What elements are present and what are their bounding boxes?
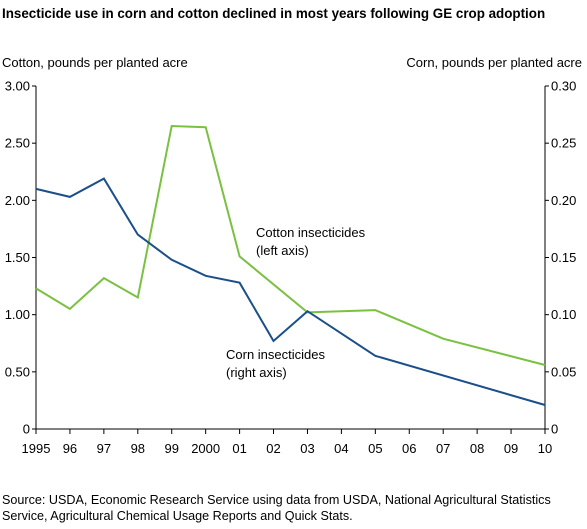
x-tick-label: 10 [538, 441, 552, 456]
left-axis-title: Cotton, pounds per planted acre [2, 55, 188, 70]
x-tick-label: 98 [131, 441, 145, 456]
right-tick-label: 0.15 [551, 250, 576, 265]
x-tick-label: 97 [97, 441, 111, 456]
right-tick-label: 0.30 [551, 79, 576, 94]
source-note: Source: USDA, Economic Research Service … [2, 493, 551, 523]
left-tick-label: 0.50 [5, 364, 30, 379]
x-tick-label: 1995 [22, 441, 51, 456]
right-tick-label: 0.20 [551, 193, 576, 208]
x-tick-label: 08 [470, 441, 484, 456]
left-tick-label: 2.00 [5, 193, 30, 208]
right-tick-label: 0.25 [551, 136, 576, 151]
left-tick-label: 1.50 [5, 250, 30, 265]
right-tick-label: 0 [551, 422, 558, 437]
chart-title: Insecticide use in corn and cotton decli… [2, 6, 546, 21]
x-tick-label: 01 [232, 441, 246, 456]
x-tick-label: 03 [300, 441, 314, 456]
x-tick-label: 04 [334, 441, 348, 456]
left-tick-label: 2.50 [5, 136, 30, 151]
x-tick-label: 09 [504, 441, 518, 456]
right-tick-label: 0.05 [551, 364, 576, 379]
cotton-annotation-line-2: (left axis) [256, 243, 309, 258]
x-tick-label: 06 [402, 441, 416, 456]
x-tick-label: 2000 [191, 441, 220, 456]
corn-series-line [35, 177, 546, 406]
left-tick-label: 1.00 [5, 307, 30, 322]
x-tick-label: 96 [63, 441, 77, 456]
cotton-series-line [35, 124, 546, 366]
corn-annotation-line-1: Corn insecticides [226, 347, 325, 362]
x-tick-label: 05 [368, 441, 382, 456]
corn-annotation-line-2: (right axis) [226, 365, 287, 380]
x-tick-label: 07 [436, 441, 450, 456]
left-tick-label: 0 [23, 422, 30, 437]
cotton-annotation-line-1: Cotton insecticides [256, 225, 366, 240]
left-tick-label: 3.00 [5, 79, 30, 94]
right-tick-label: 0.10 [551, 307, 576, 322]
x-tick-label: 99 [164, 441, 178, 456]
x-tick-label: 02 [266, 441, 280, 456]
right-axis-title: Corn, pounds per planted acre [406, 55, 582, 70]
